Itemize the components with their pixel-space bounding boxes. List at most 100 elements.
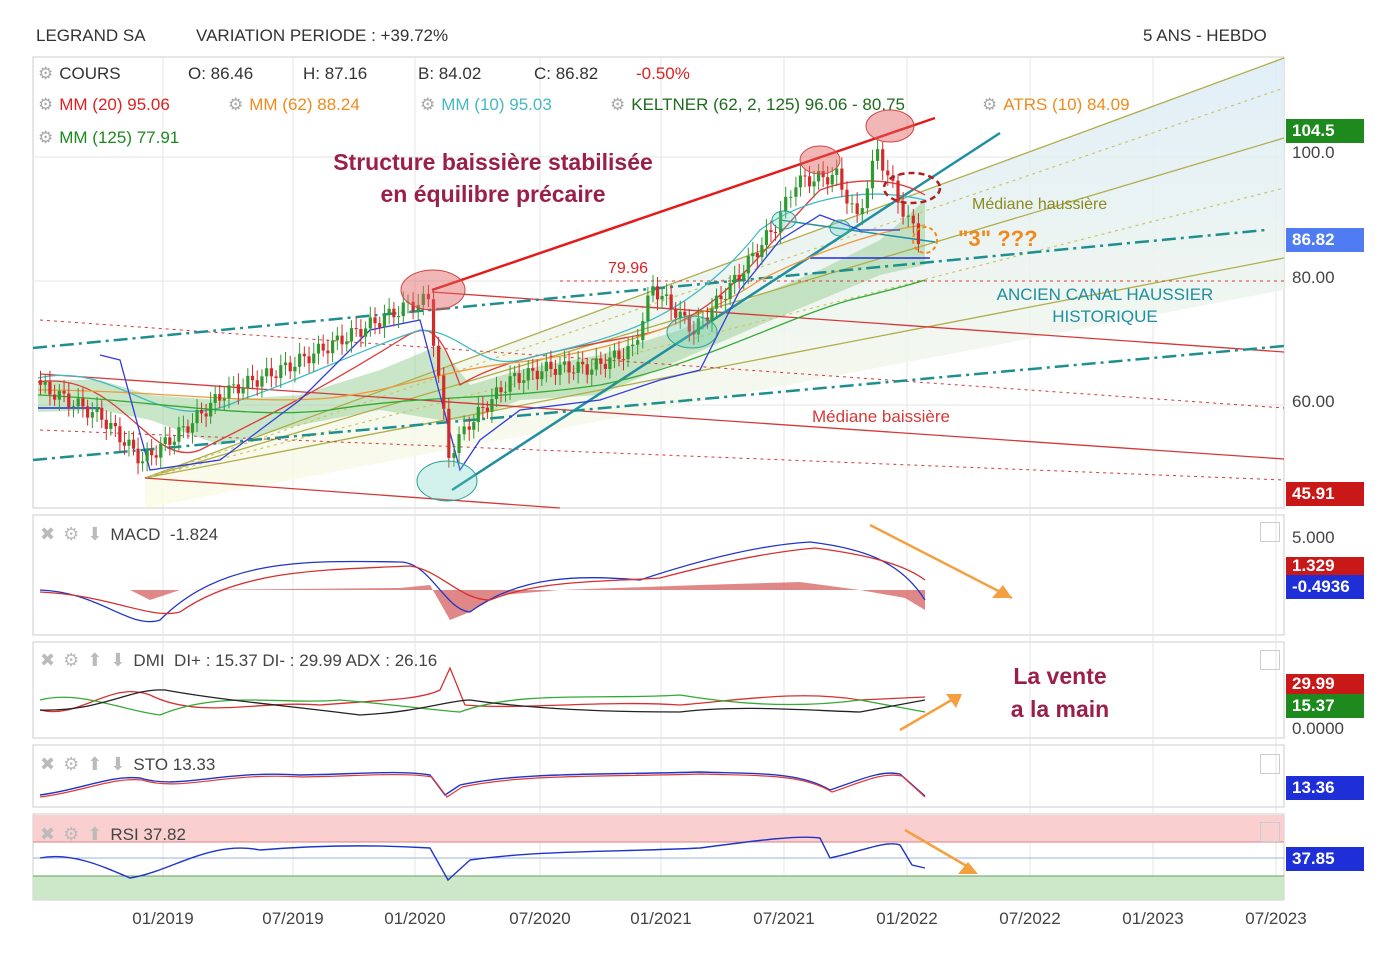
candle-body	[431, 299, 436, 346]
gear-icon[interactable]: ⚙	[228, 95, 244, 114]
candle-body	[567, 361, 571, 373]
candle-body	[437, 345, 441, 376]
rsi-tag-blue: 37.85	[1286, 847, 1364, 871]
candle-body	[558, 364, 562, 375]
ancien-canal-line-1: ANCIEN CANAL HAUSSIER	[996, 285, 1214, 304]
candle-body	[599, 358, 603, 364]
gear-icon[interactable]: ⚙	[38, 64, 54, 83]
candle-body	[576, 361, 580, 373]
mediane-haussiere-label: Médiane haussière	[972, 196, 1108, 213]
candle-body	[916, 223, 921, 245]
candle-body	[181, 426, 186, 428]
candle-body	[122, 442, 127, 446]
legend-cours: COURS	[59, 64, 121, 83]
x-tick-label: 07/2023	[1245, 909, 1307, 928]
arrow-down-icon[interactable]: ⬇	[110, 650, 126, 670]
arrow-down-icon[interactable]: ⬇	[110, 754, 126, 774]
dmi-tag-red: 29.99	[1286, 674, 1364, 694]
candle-body	[674, 309, 678, 318]
candle-body	[57, 390, 61, 400]
candle-body	[733, 274, 737, 284]
y-tick-80: 80.00	[1292, 268, 1335, 287]
candle-body	[906, 215, 910, 217]
candle-body	[218, 394, 222, 401]
close-icon[interactable]: ✖	[40, 824, 56, 844]
candle-body	[302, 353, 306, 357]
legend-atrs[interactable]: ⚙ ATRS (10) 84.09	[982, 95, 1130, 115]
candle-body	[875, 149, 880, 161]
legend-close: C: 86.82	[534, 64, 599, 83]
candle-body	[345, 341, 349, 345]
candle-body	[865, 188, 869, 209]
candle-body	[594, 358, 598, 370]
candle-body	[881, 149, 885, 171]
candle-body	[373, 317, 377, 324]
candle-body	[136, 448, 140, 464]
y-tick-60: 60.00	[1292, 392, 1335, 411]
candle-body	[651, 286, 655, 296]
arrow-down-icon[interactable]: ⬇	[87, 524, 103, 544]
period-variation: VARIATION PERIODE : +39.72%	[196, 26, 449, 45]
candle-body	[447, 408, 451, 458]
close-icon[interactable]: ✖	[40, 650, 56, 670]
candle-body	[426, 293, 431, 300]
candle-body	[687, 315, 691, 332]
candle-body	[817, 171, 821, 182]
legend-mm20[interactable]: ⚙ MM (20) 95.06	[38, 95, 170, 115]
vente-annotation: La vente a la main	[990, 660, 1130, 726]
legend-mm125[interactable]: ⚙ MM (125) 77.91	[38, 128, 179, 148]
candle-body	[283, 362, 288, 366]
gear-icon[interactable]: ⚙	[63, 650, 80, 670]
candle-body	[719, 295, 723, 300]
gear-icon[interactable]: ⚙	[63, 754, 80, 774]
sto-maximize-checkbox[interactable]	[1260, 754, 1280, 774]
sto-value: 13.33	[172, 755, 216, 774]
candle-body	[140, 461, 145, 464]
gear-icon[interactable]: ⚙	[38, 128, 54, 147]
arrow-up-icon[interactable]: ⬆	[87, 754, 103, 774]
candle-body	[794, 187, 798, 197]
candle-body	[467, 426, 471, 430]
gear-icon[interactable]: ⚙	[610, 95, 626, 114]
candle-body	[387, 308, 391, 316]
candle-body	[269, 368, 273, 377]
candle-body	[544, 361, 548, 372]
vente-line-1: La vente	[1013, 663, 1107, 689]
legend-mm62[interactable]: ⚙ MM (62) 88.24	[228, 95, 360, 115]
dmi-maximize-checkbox[interactable]	[1260, 650, 1280, 670]
x-tick-label: 01/2021	[630, 909, 692, 928]
candle-body	[517, 373, 521, 383]
legend-keltner[interactable]: ⚙ KELTNER (62, 2, 125) 96.06 - 80.75	[610, 95, 905, 115]
candle-body	[43, 381, 47, 385]
arrow-up-icon[interactable]: ⬆	[87, 650, 103, 670]
gear-icon[interactable]: ⚙	[420, 95, 436, 114]
candle-body	[769, 230, 773, 233]
gear-icon[interactable]: ⚙	[982, 95, 998, 114]
candle-body	[696, 318, 700, 335]
candle-body	[457, 434, 461, 454]
structure-line-1: Structure baissière stabilisée	[333, 149, 653, 175]
arrow-up-icon[interactable]: ⬆	[87, 824, 103, 844]
legend-mm10[interactable]: ⚙ MM (10) 95.03	[420, 95, 552, 115]
candle-body	[316, 343, 321, 354]
candle-body	[321, 343, 325, 351]
candle-body	[870, 160, 875, 189]
candle-body	[572, 372, 576, 374]
candle-body	[490, 399, 494, 412]
close-icon[interactable]: ✖	[40, 524, 56, 544]
candle-body	[265, 368, 269, 377]
candle-body	[855, 203, 859, 215]
macd-maximize-checkbox[interactable]	[1260, 522, 1280, 542]
period-selector[interactable]: 5 ANS - HEBDO	[1143, 26, 1267, 45]
candle-body	[186, 426, 190, 433]
candle-body	[274, 376, 278, 379]
gear-icon[interactable]: ⚙	[63, 824, 80, 844]
candle-body	[145, 449, 149, 462]
candle-body	[90, 412, 94, 418]
rsi-maximize-checkbox[interactable]	[1260, 822, 1280, 842]
gear-icon[interactable]: ⚙	[38, 95, 54, 114]
candle-body	[630, 344, 635, 346]
candle-body	[199, 409, 204, 414]
close-icon[interactable]: ✖	[40, 754, 56, 774]
gear-icon[interactable]: ⚙	[63, 524, 80, 544]
